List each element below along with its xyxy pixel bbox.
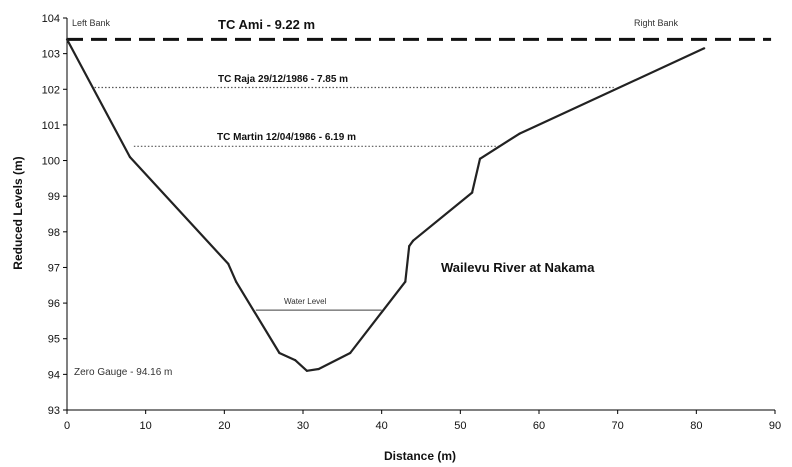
y-tick-label: 95: [48, 334, 60, 346]
series-group: [65, 38, 706, 372]
reference-lines: [67, 37, 772, 312]
data-point: [294, 359, 297, 362]
data-point: [349, 351, 352, 355]
data-point: [227, 262, 230, 265]
x-tick-label: 90: [769, 420, 781, 432]
zero-gauge-label: Zero Gauge - 94.16 m: [74, 367, 172, 378]
data-point: [703, 47, 706, 50]
x-tick-label: 0: [64, 420, 70, 432]
y-tick-label: 103: [42, 49, 60, 61]
data-point: [317, 367, 320, 371]
x-tick-label: 20: [218, 420, 230, 432]
data-point: [471, 191, 474, 194]
data-point: [412, 239, 415, 242]
data-point: [235, 280, 238, 283]
tc-ami-label: TC Ami - 9.22 m: [218, 17, 315, 32]
y-tick-label: 102: [42, 84, 60, 96]
x-axis-title: Distance (m): [384, 449, 456, 463]
data-point: [518, 132, 521, 135]
y-tick-label: 97: [48, 262, 60, 274]
data-point: [128, 155, 132, 159]
x-tick-label: 70: [612, 420, 624, 432]
x-tick-label: 50: [454, 420, 466, 432]
left-bank-label: Left Bank: [72, 18, 111, 28]
y-tick-label: 100: [42, 156, 60, 168]
water-level-label: Water Level: [284, 297, 327, 306]
y-axis-title: Reduced Levels (m): [11, 156, 25, 269]
y-tick-label: 104: [42, 13, 60, 25]
river-cross-section-line: [66, 38, 705, 372]
y-tick-label: 96: [48, 298, 60, 310]
data-point: [408, 244, 411, 248]
y-axis-ticks: 93 94 95 96 97 98 99 100 101 102 103 104: [42, 13, 67, 417]
y-tick-label: 94: [48, 369, 60, 381]
x-tick-label: 80: [690, 420, 702, 432]
data-point: [305, 369, 309, 372]
tc-martin-label: TC Martin 12/04/1986 - 6.19 m: [217, 132, 356, 143]
x-tick-label: 40: [376, 420, 388, 432]
chart-title: Wailevu River at Nakama: [441, 260, 595, 275]
x-axis-ticks: 0 10 20 30 40 50 60 70 80 90: [64, 410, 781, 432]
right-bank-label: Right Bank: [634, 18, 679, 28]
data-point: [478, 157, 482, 160]
y-tick-label: 98: [48, 227, 60, 239]
x-tick-label: 60: [533, 420, 545, 432]
x-tick-label: 30: [297, 420, 309, 432]
tc-raja-label: TC Raja 29/12/1986 - 7.85 m: [218, 74, 348, 85]
data-point: [404, 280, 407, 283]
y-tick-label: 101: [42, 120, 60, 132]
x-tick-label: 10: [140, 420, 152, 432]
data-point: [65, 38, 69, 41]
data-point: [278, 351, 281, 355]
y-tick-label: 93: [48, 405, 60, 417]
y-tick-label: 99: [48, 191, 60, 203]
